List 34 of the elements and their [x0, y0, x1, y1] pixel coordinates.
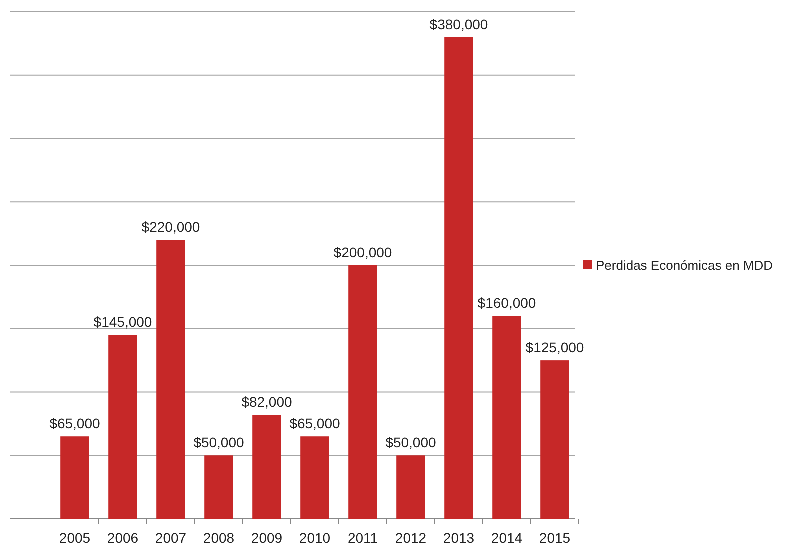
x-tick-label: 2010 — [299, 530, 331, 546]
data-label: $125,000 — [526, 340, 584, 356]
x-tick-label: 2015 — [539, 530, 571, 546]
bar — [444, 37, 474, 519]
data-label: $200,000 — [334, 244, 392, 260]
bar — [60, 436, 90, 519]
bar — [492, 316, 522, 519]
bar — [540, 360, 570, 519]
bar — [108, 335, 138, 519]
data-label: $50,000 — [194, 434, 245, 451]
data-label: $82,000 — [242, 394, 293, 410]
bar — [348, 266, 378, 519]
bar — [204, 456, 234, 519]
x-tick-label: 2007 — [155, 530, 187, 546]
data-label: $145,000 — [94, 314, 152, 330]
data-label: $380,000 — [430, 16, 488, 32]
x-tick-label: 2014 — [491, 530, 523, 546]
x-tick-label: 2006 — [107, 530, 139, 546]
data-label: $65,000 — [50, 416, 101, 432]
x-tick-label: 2009 — [251, 530, 283, 546]
data-label: $65,000 — [290, 416, 341, 432]
x-tick-label: 2008 — [203, 530, 235, 546]
x-tick-label: 2013 — [443, 530, 475, 546]
data-label: $220,000 — [142, 219, 200, 236]
bar — [396, 456, 426, 519]
bar — [252, 415, 282, 519]
data-label: $50,000 — [386, 434, 437, 451]
bar — [156, 240, 186, 519]
x-tick-label: 2012 — [395, 530, 427, 546]
data-label: $160,000 — [478, 295, 536, 312]
x-tick-label: 2005 — [59, 530, 91, 546]
bar — [300, 436, 330, 519]
x-tick-label: 2011 — [348, 530, 378, 546]
legend-label: Perdidas Económicas en MDD — [596, 258, 774, 274]
